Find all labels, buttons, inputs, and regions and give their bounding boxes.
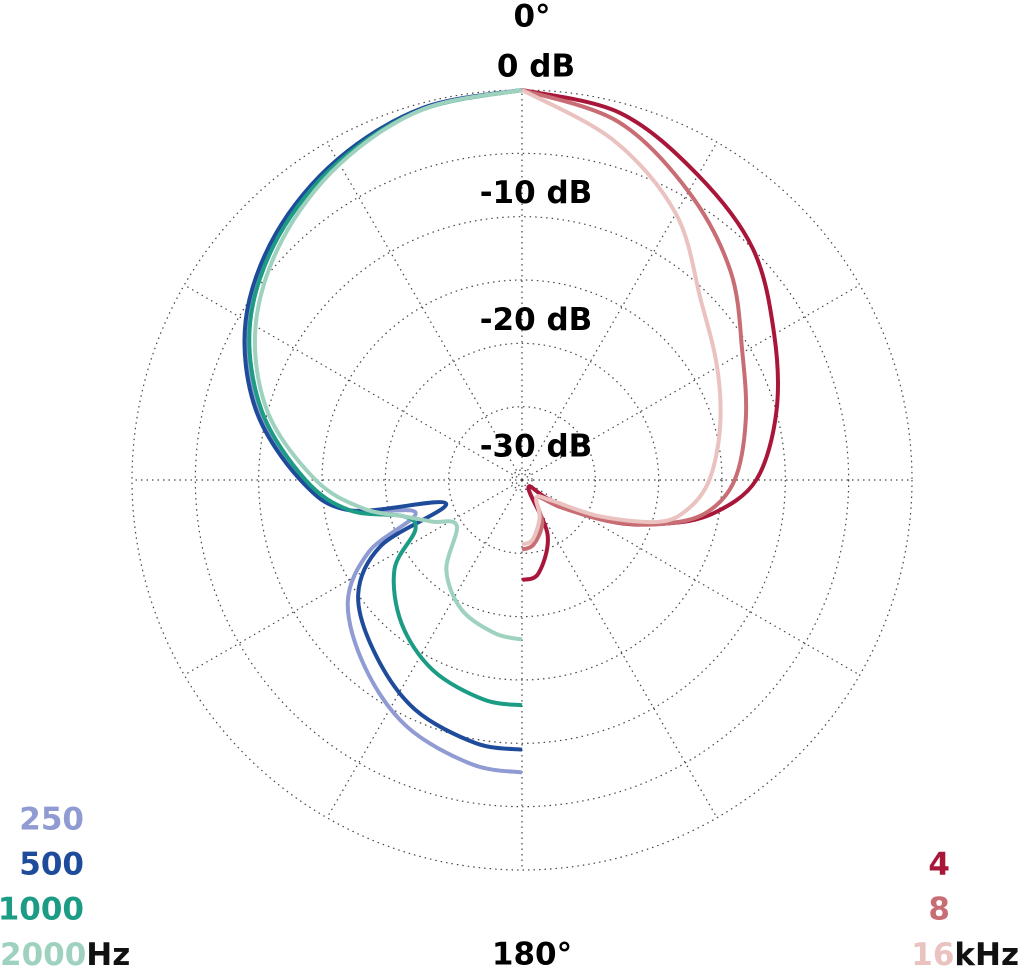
legend-unit: kHz xyxy=(954,937,1019,972)
theta-tick-label: 0° xyxy=(513,0,550,35)
response-curve xyxy=(247,88,523,708)
grid-ring xyxy=(321,279,723,681)
r-tick-label: -20 dB xyxy=(480,302,593,338)
legend-entry: 16 xyxy=(911,937,954,972)
grid-spoke xyxy=(521,141,718,481)
grid-ring xyxy=(448,406,596,554)
legend-entry: 250 xyxy=(19,802,84,838)
legend-entry: 1000 xyxy=(0,892,84,928)
grid-ring xyxy=(194,152,850,808)
grid-ring xyxy=(511,469,533,491)
grid-spoke xyxy=(183,284,523,481)
response-curve xyxy=(242,88,523,752)
grid-spoke xyxy=(521,479,718,819)
response-curve xyxy=(521,88,723,547)
legend-entry: 2000 xyxy=(0,937,86,972)
r-tick-label: 0 dB xyxy=(497,49,575,85)
legend-entry: 4 xyxy=(928,847,950,883)
grid-spoke xyxy=(183,479,523,676)
legend: 16kHz xyxy=(911,937,1019,972)
legend-unit: Hz xyxy=(86,937,130,972)
r-tick-label: -10 dB xyxy=(480,175,593,211)
legend: 2000Hz xyxy=(0,937,130,972)
theta-tick-label: 180° xyxy=(492,937,572,972)
grid-spoke xyxy=(326,479,523,819)
grid-spoke xyxy=(521,479,861,676)
legend-entry: 8 xyxy=(928,892,950,928)
grid-spoke xyxy=(326,141,523,481)
grid-ring xyxy=(258,216,786,744)
grid-ring xyxy=(384,342,660,618)
r-tick-label: -30 dB xyxy=(480,429,593,465)
response-curve xyxy=(252,88,523,642)
grid-spoke xyxy=(521,284,861,481)
legend-entry: 500 xyxy=(19,847,84,883)
